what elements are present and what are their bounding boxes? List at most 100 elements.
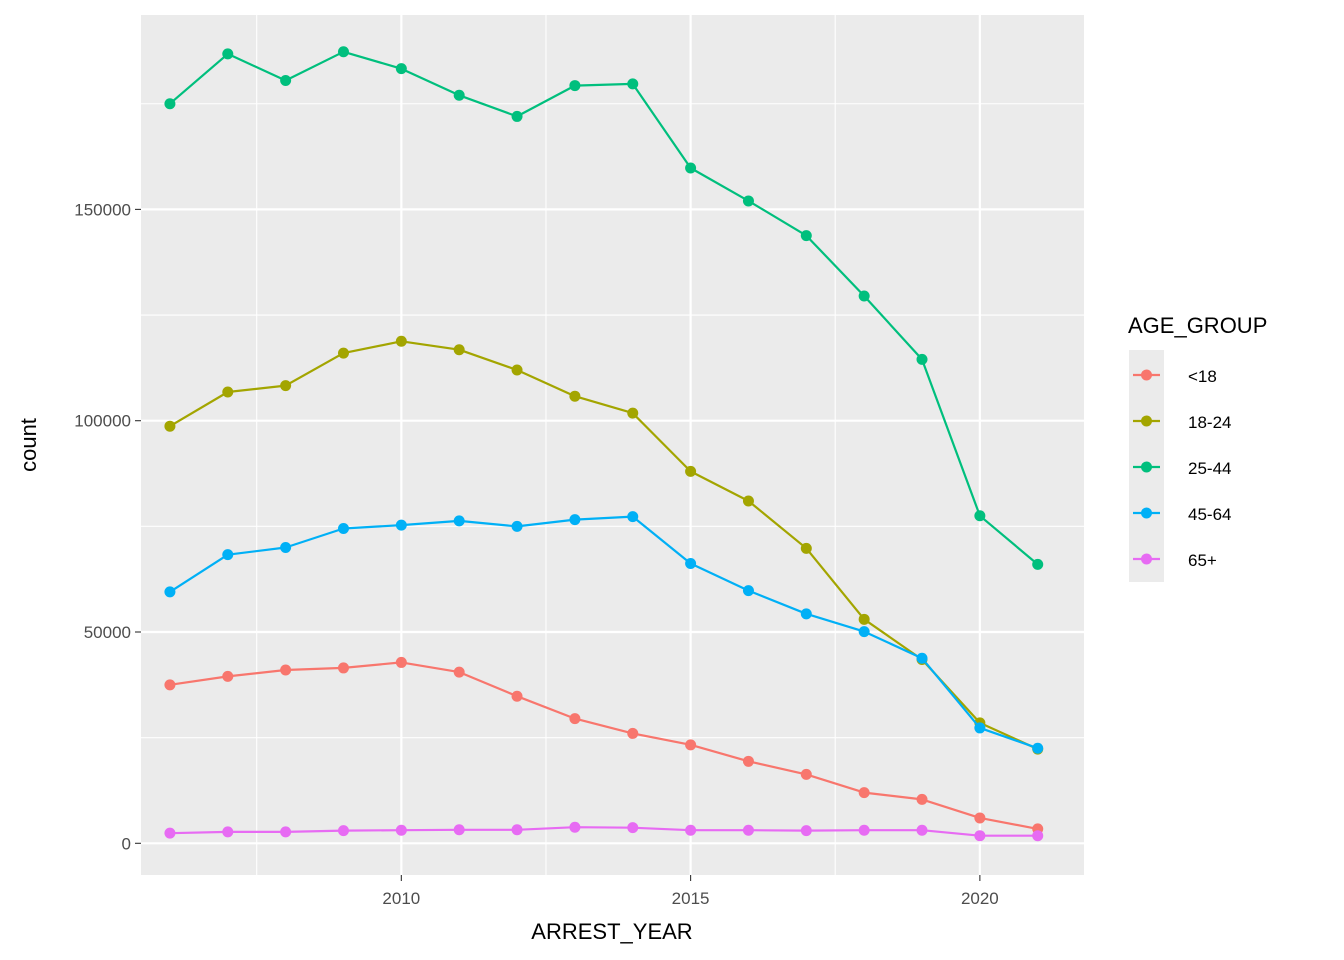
data-point <box>337 46 349 58</box>
data-point <box>627 407 639 419</box>
data-point <box>627 78 639 90</box>
data-point <box>395 63 407 75</box>
data-point <box>222 549 234 561</box>
data-point <box>337 347 349 359</box>
y-tick-label: 50000 <box>84 623 131 642</box>
series-line <box>169 661 1038 830</box>
data-point <box>453 824 465 836</box>
data-point <box>337 662 349 674</box>
legend-label: 65+ <box>1188 551 1217 570</box>
legend-item: 45-64 <box>1133 505 1231 524</box>
data-point <box>511 110 523 122</box>
data-point <box>627 727 639 739</box>
series-<18 <box>164 656 1044 835</box>
data-point <box>164 586 176 598</box>
data-point <box>280 380 292 392</box>
data-point <box>569 514 581 526</box>
data-point <box>858 787 870 799</box>
data-point <box>685 739 697 751</box>
data-point <box>800 825 812 837</box>
data-point <box>511 690 523 702</box>
data-point <box>511 364 523 376</box>
data-point <box>916 793 928 805</box>
data-point <box>685 465 697 477</box>
x-tick-label: 2015 <box>672 889 710 908</box>
data-point <box>280 664 292 676</box>
data-point <box>1032 558 1044 570</box>
data-point <box>742 824 754 836</box>
series-layer <box>164 46 1044 842</box>
legend-item: 18-24 <box>1133 413 1231 432</box>
x-axis: 2010 2015 2020 <box>382 875 999 908</box>
plot-panel <box>141 15 1084 875</box>
y-tick-label: 0 <box>122 834 131 853</box>
data-point <box>511 824 523 836</box>
data-point <box>280 826 292 838</box>
data-point <box>395 824 407 836</box>
x-axis-title: ARREST_YEAR <box>531 919 692 944</box>
data-point <box>222 48 234 60</box>
data-point <box>627 822 639 834</box>
data-point <box>164 98 176 110</box>
x-tick-label: 2020 <box>961 889 999 908</box>
y-tick-label: 150000 <box>74 200 131 219</box>
legend-item: 65+ <box>1133 551 1217 570</box>
legend-key-point <box>1141 507 1152 519</box>
legend-items: <18 18-24 25-44 45-64 65+ <box>1133 367 1231 570</box>
data-point <box>222 826 234 838</box>
data-point <box>916 824 928 836</box>
data-point <box>685 162 697 174</box>
data-point <box>453 515 465 527</box>
data-point <box>627 511 639 523</box>
data-point <box>800 230 812 242</box>
data-point <box>974 722 986 734</box>
data-point <box>800 542 812 554</box>
data-point <box>569 80 581 92</box>
data-point <box>164 679 176 691</box>
series-line <box>169 515 1039 750</box>
data-point <box>280 75 292 87</box>
legend-key-point <box>1141 415 1152 427</box>
legend-title: AGE_GROUP <box>1128 313 1267 338</box>
series-65+ <box>164 821 1044 842</box>
data-point <box>916 652 928 664</box>
data-point <box>742 195 754 207</box>
legend-key-point <box>1141 461 1152 473</box>
series-line <box>169 340 1039 751</box>
data-point <box>453 666 465 678</box>
series-25-44 <box>164 46 1044 570</box>
data-point <box>453 89 465 101</box>
data-point <box>511 520 523 532</box>
series-line <box>169 50 1039 566</box>
data-point <box>742 495 754 507</box>
series-line <box>169 826 1038 837</box>
data-point <box>222 386 234 398</box>
legend-item: <18 <box>1133 367 1217 386</box>
data-point <box>395 656 407 668</box>
data-point <box>164 420 176 432</box>
data-point <box>222 670 234 682</box>
data-point <box>800 768 812 780</box>
data-point <box>569 821 581 833</box>
data-point <box>280 541 292 553</box>
data-point <box>337 825 349 837</box>
data-point <box>974 830 986 842</box>
data-point <box>1032 742 1044 754</box>
data-point <box>337 522 349 534</box>
data-point <box>800 608 812 620</box>
x-tick-label: 2010 <box>382 889 420 908</box>
data-point <box>1032 830 1044 842</box>
y-tick-label: 100000 <box>74 412 131 431</box>
legend-key-point <box>1141 369 1152 381</box>
legend-label: <18 <box>1188 367 1217 386</box>
data-point <box>569 390 581 402</box>
legend-item: 25-44 <box>1133 459 1231 478</box>
legend-label: 18-24 <box>1188 413 1231 432</box>
data-point <box>858 824 870 836</box>
legend-key-point <box>1141 553 1152 565</box>
series-45-64 <box>164 511 1044 754</box>
legend-label: 45-64 <box>1188 505 1231 524</box>
data-point <box>453 344 465 356</box>
y-axis-title: count <box>16 418 41 472</box>
